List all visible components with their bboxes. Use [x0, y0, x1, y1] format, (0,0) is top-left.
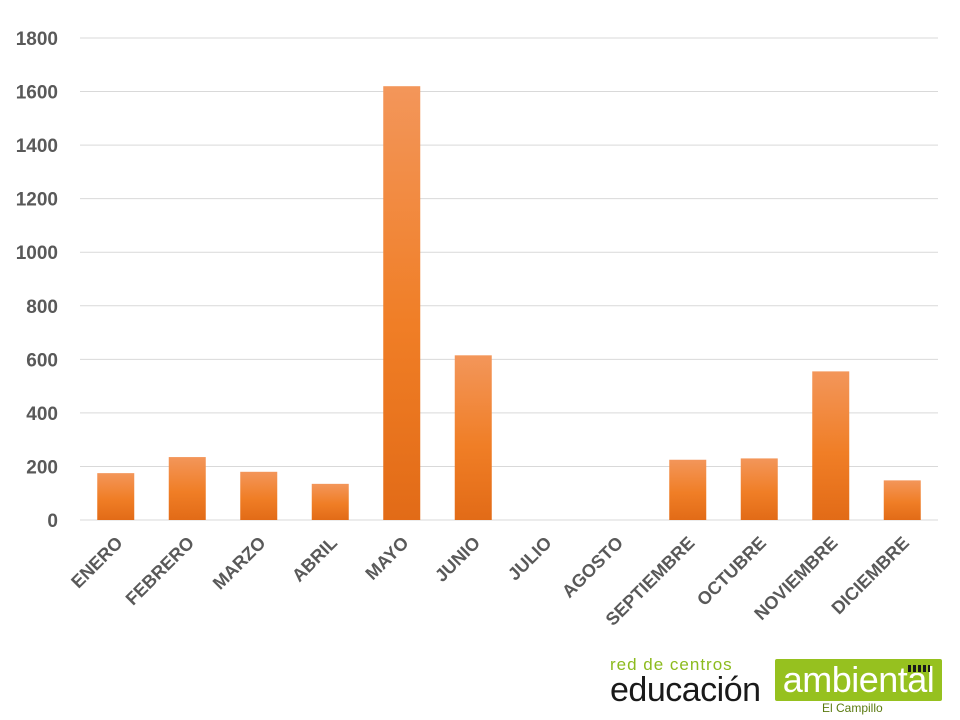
bar-chart: 0 200 400 600 800 1000 1200 1400 1600 1800 ENEROF… [16, 29, 938, 630]
y-tick-label: 600 [26, 350, 58, 371]
bar-octubre [740, 458, 778, 520]
x-tick-label: DICIEMBRE [828, 533, 914, 619]
logo-line-4: El Campillo [822, 701, 883, 715]
x-tick-label: AGOSTO [558, 533, 627, 602]
x-tick-label: ABRIL [288, 533, 341, 586]
y-tick-label: 1400 [16, 136, 58, 157]
logo-line-2: educación [610, 671, 761, 709]
y-tick-label: 400 [26, 404, 58, 425]
x-tick-label: FEBRERO [122, 533, 198, 609]
bar-enero [97, 473, 135, 520]
x-tick-label: MAYO [361, 533, 412, 584]
y-tick-label: 200 [26, 457, 58, 478]
y-tick-label: 800 [26, 297, 58, 318]
bar-septiembre [669, 459, 707, 520]
x-tick-label: JULIO [504, 533, 556, 585]
y-tick-label: 1200 [16, 190, 58, 211]
logo: red de centros educación ambiental El Ca… [610, 655, 945, 717]
bar-diciembre [883, 480, 921, 520]
x-tick-label: OCTUBRE [693, 533, 770, 610]
y-tick-label: 1600 [16, 83, 58, 104]
bar-febrero [168, 457, 206, 520]
logo-line-1: red de centros [610, 655, 733, 674]
bar-noviembre [812, 371, 850, 520]
bar-abril [311, 483, 349, 520]
bars [97, 86, 921, 520]
logo-stars-icon [908, 665, 930, 672]
bar-mayo [383, 86, 421, 520]
x-tick-label: JUNIO [431, 533, 484, 586]
y-tick-label: 1000 [16, 243, 58, 264]
bar-marzo [240, 471, 278, 520]
gridlines [80, 37, 938, 521]
y-axis-ticks: 0 200 400 600 800 1000 1200 1400 1600 1800 [16, 29, 58, 532]
logo-green-box: ambiental [775, 659, 942, 701]
x-tick-label: MARZO [209, 533, 270, 594]
x-tick-label: ENERO [67, 533, 126, 592]
y-tick-label: 0 [47, 511, 58, 532]
bar-junio [454, 355, 492, 520]
y-tick-label: 1800 [16, 29, 58, 50]
